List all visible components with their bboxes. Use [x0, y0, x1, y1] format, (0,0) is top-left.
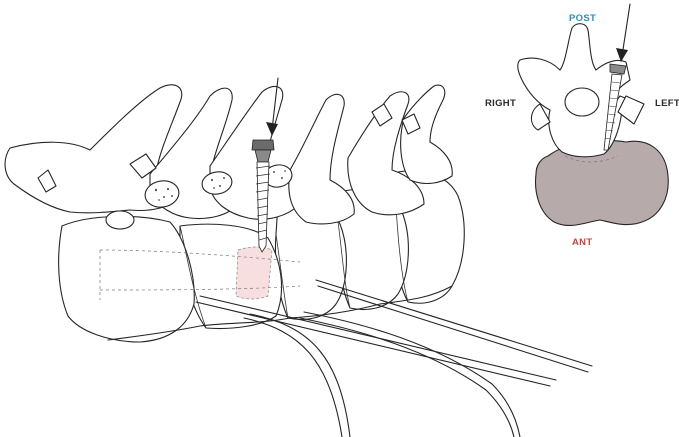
- pedicle-screw-icon: [251, 139, 275, 253]
- surgical-rods: [195, 279, 593, 437]
- posterior-element-5: [347, 91, 425, 216]
- axial-screw-icon: [603, 63, 627, 151]
- label-anterior: ANT: [572, 237, 593, 248]
- label-left: LEFT: [655, 98, 679, 109]
- interbody-graft: [235, 246, 273, 300]
- axial-view: [517, 3, 669, 226]
- axial-arrow-down-icon: [616, 3, 631, 62]
- lateral-spine-view: [4, 77, 593, 437]
- label-right: RIGHT: [485, 98, 517, 109]
- arrow-down-icon: [266, 77, 279, 136]
- posterior-element-6: [400, 84, 453, 185]
- vertebral-body-1: [58, 215, 195, 343]
- axial-spinal-canal: [564, 87, 600, 117]
- label-posterior: POST: [569, 13, 597, 24]
- pedicle-cuts: [105, 164, 293, 230]
- axial-vertebral-body: [534, 139, 669, 226]
- posterior-element-4: [288, 93, 355, 225]
